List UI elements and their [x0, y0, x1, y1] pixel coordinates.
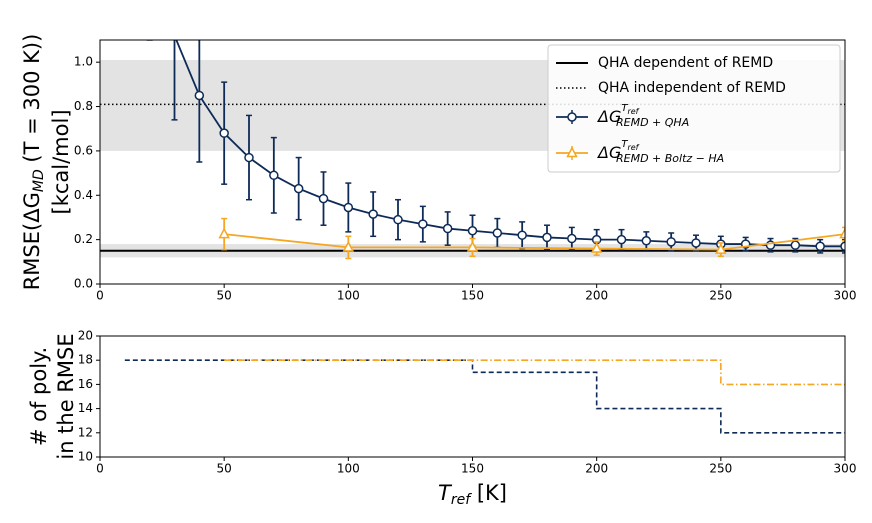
marker [790, 240, 801, 250]
x-tick-label: 100 [337, 289, 360, 303]
x-tick-label: 150 [461, 289, 484, 303]
y-tick-label: 0.8 [74, 99, 93, 113]
legend-swatch [566, 146, 578, 158]
x-tick-label: 300 [834, 289, 857, 303]
legend-label: ΔGTref REMD + Boltz − HA [596, 139, 724, 165]
y-tick-label: 14 [78, 401, 93, 415]
x-axis-label-part: ref [451, 492, 472, 508]
plot-area [124, 359, 845, 434]
series-line [224, 233, 845, 251]
marker [815, 241, 825, 252]
y-tick-label: 0.4 [74, 188, 93, 202]
step-line [224, 359, 845, 386]
marker [517, 230, 527, 240]
legend-label-part: ΔG [596, 107, 621, 126]
x-tick-label: 150 [461, 462, 484, 476]
marker [368, 209, 378, 219]
legend-label: QHA independent of REMD [598, 80, 786, 96]
axes-frame [99, 39, 846, 285]
y-axis-label-part: MD [31, 169, 47, 192]
legend-label-part: ref [627, 143, 639, 152]
y-axis-label: in the RMSE [54, 333, 78, 459]
marker [172, 40, 177, 41]
marker [542, 232, 552, 243]
marker [342, 240, 355, 252]
marker [269, 170, 279, 181]
y-axis-label-part: (T = 300 K)) [20, 34, 44, 170]
marker [715, 243, 727, 254]
legend-label-part: REMD + QHA [616, 116, 689, 129]
x-tick-label: 300 [834, 462, 857, 476]
legend-box [547, 44, 841, 173]
y-axis-label: RMSE(ΔGMD (T = 300 K)) [20, 34, 47, 291]
x-tick-label: 50 [217, 462, 232, 476]
marker [219, 128, 229, 138]
y-axis-label: [kcal/mol] [49, 109, 73, 214]
x-tick-label: 100 [337, 462, 360, 476]
marker [466, 240, 479, 252]
y-axis-label: # of poly. [27, 347, 51, 446]
marker [467, 226, 478, 236]
marker [840, 241, 845, 252]
legend-label-part: REMD + Boltz − HA [616, 152, 724, 165]
y-tick-label: 18 [78, 353, 93, 367]
marker [641, 235, 652, 246]
x-tick-label: 50 [217, 289, 232, 303]
marker [616, 234, 627, 245]
marker [567, 233, 577, 244]
x-axis-label: Tref [K] [438, 481, 507, 508]
x-axis-label-part: [K] [470, 481, 507, 505]
x-tick-label: 200 [585, 462, 608, 476]
y-tick-label: 0.6 [74, 143, 93, 157]
marker [244, 152, 254, 163]
marker [590, 241, 603, 253]
x-tick-label: 250 [709, 462, 732, 476]
legend-label-part: T [621, 139, 628, 150]
y-axis-label-part: RMSE(ΔG [20, 192, 44, 290]
y-tick-label: 16 [78, 377, 93, 391]
marker [666, 237, 676, 247]
x-axis-label-part: T [438, 481, 453, 505]
marker [691, 238, 701, 248]
marker [194, 90, 205, 101]
marker [293, 183, 304, 194]
axes-frame [99, 335, 846, 458]
marker [393, 214, 403, 225]
legend-label-part: ref [627, 107, 639, 116]
x-tick-label: 0 [96, 289, 104, 303]
marker [492, 228, 503, 238]
x-tick-label: 0 [96, 462, 104, 476]
legend-label-part: ΔG [596, 143, 621, 162]
y-tick-label: 20 [78, 329, 93, 343]
legend-swatch [567, 112, 577, 122]
marker [418, 219, 428, 229]
marker [218, 227, 230, 239]
legend-label-part: T [621, 103, 628, 114]
marker [318, 193, 329, 204]
marker [839, 227, 845, 239]
legend-label: ΔGTref REMD + QHA [596, 103, 689, 129]
legend-label: QHA dependent of REMD [598, 55, 773, 71]
y-tick-label: 12 [78, 425, 93, 439]
y-tick-label: 10 [78, 450, 93, 464]
x-tick-label: 250 [709, 289, 732, 303]
y-tick-label: 1.0 [74, 55, 93, 69]
y-tick-label: 0.0 [74, 277, 93, 291]
marker [343, 202, 354, 213]
y-tick-label: 0.2 [74, 232, 93, 246]
x-tick-label: 200 [585, 289, 608, 303]
marker [442, 223, 453, 234]
step-line [124, 359, 845, 434]
